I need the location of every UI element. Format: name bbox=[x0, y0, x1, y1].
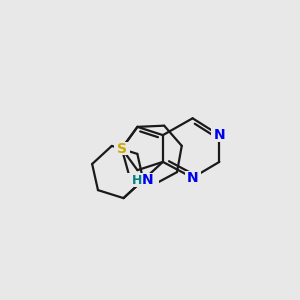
Text: H: H bbox=[132, 173, 142, 187]
Text: N: N bbox=[187, 171, 198, 185]
FancyBboxPatch shape bbox=[114, 142, 130, 155]
FancyBboxPatch shape bbox=[185, 171, 200, 185]
Text: N: N bbox=[141, 173, 153, 187]
FancyBboxPatch shape bbox=[212, 128, 227, 142]
Text: S: S bbox=[117, 142, 127, 155]
Text: N: N bbox=[214, 128, 225, 142]
FancyBboxPatch shape bbox=[127, 173, 159, 187]
